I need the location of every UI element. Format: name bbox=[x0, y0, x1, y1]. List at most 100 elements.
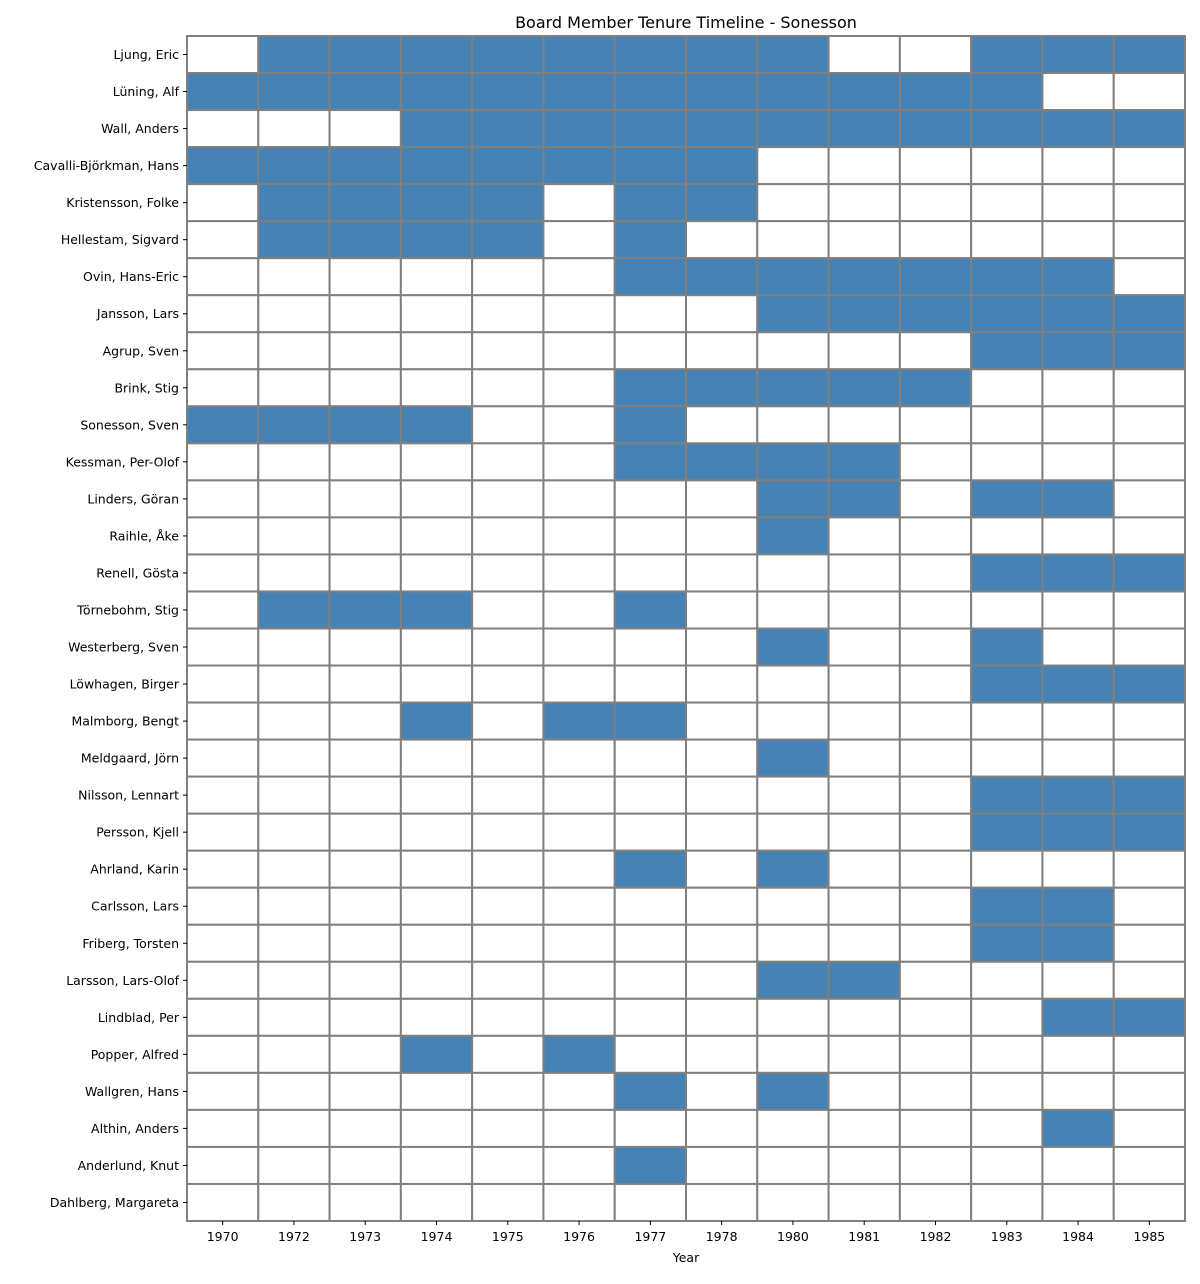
heatmap-cell bbox=[257, 1034, 331, 1074]
heatmap-cell bbox=[613, 1108, 688, 1148]
heatmap-cell bbox=[328, 257, 402, 297]
heatmap-cell bbox=[898, 35, 973, 75]
heatmap-cell bbox=[1112, 960, 1186, 1000]
y-tick-label: Friberg, Torsten bbox=[82, 936, 179, 951]
heatmap-cell bbox=[898, 923, 973, 963]
heatmap-cell bbox=[756, 72, 830, 112]
heatmap-cell bbox=[399, 812, 474, 852]
heatmap-cell bbox=[328, 516, 402, 556]
heatmap-cell bbox=[898, 1108, 973, 1148]
heatmap-cell bbox=[970, 294, 1044, 334]
x-tick-label: 1982 bbox=[920, 1229, 952, 1244]
heatmap-cell bbox=[613, 923, 688, 963]
heatmap-cell bbox=[399, 72, 474, 112]
heatmap-cell bbox=[1041, 960, 1115, 1000]
heatmap-cell bbox=[399, 701, 474, 741]
heatmap-cell bbox=[685, 516, 759, 556]
heatmap-cell bbox=[257, 1108, 331, 1148]
heatmap-cell bbox=[257, 664, 331, 704]
heatmap-cell bbox=[970, 516, 1044, 556]
heatmap-cell bbox=[685, 72, 759, 112]
heatmap-cell bbox=[613, 368, 688, 408]
heatmap-cell bbox=[756, 960, 830, 1000]
heatmap-cell bbox=[257, 1145, 331, 1185]
heatmap-cell bbox=[827, 1071, 901, 1111]
heatmap-cell bbox=[399, 257, 474, 297]
heatmap-cell bbox=[257, 331, 331, 371]
heatmap-cell bbox=[257, 516, 331, 556]
heatmap-cell bbox=[898, 109, 973, 149]
heatmap-cell bbox=[186, 812, 260, 852]
heatmap-cell bbox=[257, 923, 331, 963]
heatmap-cell bbox=[399, 294, 474, 334]
heatmap-cell bbox=[328, 294, 402, 334]
x-tick-label: 1973 bbox=[349, 1229, 381, 1244]
y-tick-label: Sonesson, Sven bbox=[80, 417, 179, 432]
heatmap-cell bbox=[898, 405, 973, 445]
heatmap-cell bbox=[970, 886, 1044, 926]
heatmap-cell bbox=[827, 183, 901, 223]
heatmap-cell bbox=[1112, 590, 1186, 630]
heatmap-cell bbox=[970, 35, 1044, 75]
heatmap-cell bbox=[685, 997, 759, 1037]
heatmap-cell bbox=[257, 553, 331, 593]
heatmap-cell bbox=[685, 405, 759, 445]
heatmap-cell bbox=[399, 516, 474, 556]
heatmap-cell bbox=[186, 1034, 260, 1074]
heatmap-cell bbox=[613, 1034, 688, 1074]
heatmap-cell bbox=[257, 294, 331, 334]
heatmap-cell bbox=[399, 1034, 474, 1074]
heatmap-cell bbox=[1112, 664, 1186, 704]
heatmap-cell bbox=[827, 812, 901, 852]
heatmap-cell bbox=[827, 1182, 901, 1222]
x-axis-label: Year bbox=[672, 1250, 700, 1265]
heatmap-cell bbox=[1041, 35, 1115, 75]
heatmap-cell bbox=[1041, 442, 1115, 482]
heatmap-cell bbox=[1041, 997, 1115, 1037]
heatmap-cell bbox=[613, 627, 688, 667]
heatmap-cell bbox=[970, 1145, 1044, 1185]
heatmap-cell bbox=[542, 146, 616, 186]
heatmap-cell bbox=[186, 960, 260, 1000]
heatmap-cell bbox=[1041, 331, 1115, 371]
heatmap-cell bbox=[898, 664, 973, 704]
heatmap-cell bbox=[542, 775, 616, 815]
heatmap-cell bbox=[328, 405, 402, 445]
heatmap-cell bbox=[471, 923, 545, 963]
heatmap-cell bbox=[1112, 294, 1186, 334]
heatmap-cell bbox=[542, 701, 616, 741]
heatmap-cell bbox=[328, 479, 402, 519]
heatmap-cell bbox=[827, 590, 901, 630]
heatmap-cell bbox=[970, 701, 1044, 741]
heatmap-cell bbox=[542, 1071, 616, 1111]
heatmap-cell bbox=[186, 738, 260, 778]
heatmap-cell bbox=[756, 1034, 830, 1074]
heatmap-cell bbox=[970, 72, 1044, 112]
heatmap-cell bbox=[898, 331, 973, 371]
heatmap-cell bbox=[756, 664, 830, 704]
y-tick-label: Anderlund, Knut bbox=[78, 1158, 179, 1173]
heatmap-cell bbox=[970, 1071, 1044, 1111]
heatmap-cell bbox=[542, 1182, 616, 1222]
heatmap-cell bbox=[328, 1182, 402, 1222]
heatmap-cell bbox=[1041, 1034, 1115, 1074]
heatmap-cell bbox=[756, 331, 830, 371]
y-tick-label: Ahrland, Karin bbox=[90, 862, 179, 877]
heatmap-cell bbox=[898, 183, 973, 223]
heatmap-cell bbox=[471, 479, 545, 519]
heatmap-cell bbox=[685, 109, 759, 149]
heatmap-cell bbox=[685, 627, 759, 667]
heatmap-cell bbox=[1041, 553, 1115, 593]
x-tick-label: 1978 bbox=[706, 1229, 738, 1244]
heatmap-cell bbox=[1041, 738, 1115, 778]
heatmap-cell bbox=[685, 220, 759, 260]
heatmap-cell bbox=[399, 1108, 474, 1148]
heatmap-cell bbox=[613, 886, 688, 926]
heatmap-cell bbox=[970, 368, 1044, 408]
heatmap-cell bbox=[898, 1034, 973, 1074]
heatmap-cell bbox=[399, 109, 474, 149]
heatmap-cell bbox=[827, 1108, 901, 1148]
x-tick-label: 1970 bbox=[207, 1229, 239, 1244]
heatmap-cell bbox=[471, 1182, 545, 1222]
heatmap-cell bbox=[542, 331, 616, 371]
